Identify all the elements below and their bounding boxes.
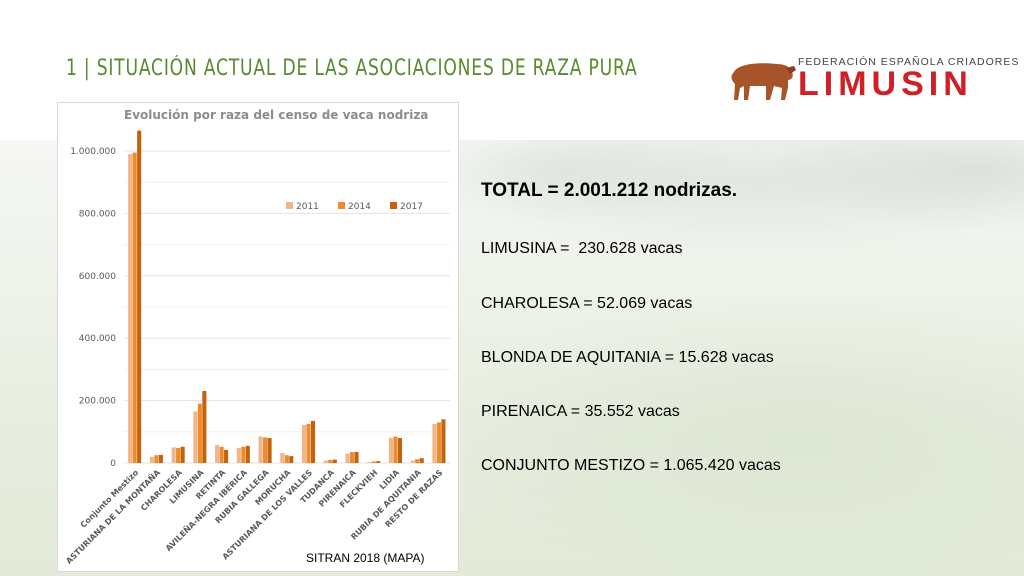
source-note: SITRAN 2018 (MAPA)	[306, 551, 425, 565]
page-title: 1 | SITUACIÓN ACTUAL DE LAS ASOCIACIONES…	[66, 56, 638, 81]
y-tick-label: 1.000.000	[70, 147, 116, 157]
bar-2014	[263, 437, 268, 463]
bar-2017	[376, 461, 381, 463]
y-tick-label: 600.000	[79, 272, 116, 282]
bar-2017	[158, 454, 163, 463]
bar-2017	[267, 438, 272, 463]
bar-2014	[154, 455, 159, 463]
bar-2011	[410, 460, 415, 463]
bar-2014	[197, 403, 202, 463]
bar-2011	[432, 424, 437, 463]
stat-limusina: LIMUSINA = 230.628 vacas	[481, 240, 683, 257]
bar-2011	[236, 448, 241, 463]
bar-chart: Evolución por raza del censo de vaca nod…	[64, 108, 450, 566]
chart-title: Evolución por raza del censo de vaca nod…	[124, 108, 428, 122]
legend-swatch-2017	[390, 202, 397, 209]
bar-2017	[245, 445, 250, 463]
bar-2017	[137, 130, 142, 463]
bar-2014	[132, 152, 137, 463]
bar-2017	[289, 456, 294, 463]
bar-2017	[224, 449, 229, 463]
stat-total: TOTAL = 2.001.212 nodrizas.	[481, 180, 738, 201]
y-tick-label: 200.000	[79, 397, 116, 407]
bar-2014	[415, 459, 420, 463]
logo-wordmark: LIMUSIN	[798, 65, 973, 103]
bar-2011	[215, 444, 220, 463]
legend-label-2017: 2017	[400, 202, 423, 212]
legend-label-2011: 2011	[296, 202, 319, 212]
bar-2017	[180, 446, 185, 463]
bar-2014	[328, 459, 333, 463]
y-tick-label: 800.000	[79, 209, 116, 219]
stat-pirenaica: PIRENAICA = 35.552 vacas	[481, 403, 680, 420]
bar-2011	[149, 456, 154, 463]
bar-2017	[310, 420, 316, 463]
bar-2017	[441, 419, 446, 463]
bar-2014	[284, 455, 289, 463]
stat-charolesa: CHAROLESA = 52.069 vacas	[481, 295, 693, 312]
bar-2017	[354, 451, 359, 463]
bar-2014	[241, 446, 246, 463]
bar-2011	[171, 447, 176, 463]
stat-conjunto-mestizo: CONJUNTO MESTIZO = 1.065.420 vacas	[481, 457, 781, 474]
logo-subtitle: FEDERACIÓN ESPAÑOLA CRIADORES	[798, 56, 1020, 68]
limusin-logo: FEDERACIÓN ESPAÑOLA CRIADORES LIMUSIN	[728, 54, 1018, 104]
y-tick-label: 0	[110, 459, 116, 469]
chart-panel: Evolución por raza del censo de vaca nod…	[57, 102, 459, 572]
bar-2011	[128, 154, 133, 463]
bar-2011	[280, 453, 285, 463]
x-tick-label: ASTURIANA DE LA MONTAÑA	[64, 467, 163, 566]
legend-swatch-2014	[338, 202, 345, 209]
bar-2017	[332, 459, 337, 463]
stat-blonda: BLONDA DE AQUITANIA = 15.628 vacas	[481, 349, 774, 366]
bar-2011	[323, 460, 328, 463]
bar-2011	[367, 462, 372, 463]
cow-logo-icon	[731, 63, 796, 100]
bar-2017	[397, 438, 403, 463]
legend-label-2014: 2014	[348, 202, 371, 212]
bar-2017	[202, 391, 207, 463]
bar-2014	[349, 452, 355, 463]
bar-2011	[388, 438, 394, 463]
bar-2014	[393, 436, 398, 463]
legend-swatch-2011	[286, 202, 293, 209]
stats-panel: TOTAL = 2.001.212 nodrizas. LIMUSINA = 2…	[481, 180, 1001, 474]
bar-2017	[419, 458, 424, 463]
y-tick-label: 400.000	[79, 334, 116, 344]
bar-2014	[371, 461, 376, 463]
bar-2014	[176, 448, 181, 463]
bar-2011	[258, 436, 263, 463]
bar-2011	[301, 424, 307, 463]
bar-2014	[436, 422, 441, 463]
bar-2011	[345, 453, 350, 463]
bar-2011	[193, 411, 198, 463]
bar-2014	[219, 446, 224, 463]
bar-2014	[306, 424, 311, 463]
